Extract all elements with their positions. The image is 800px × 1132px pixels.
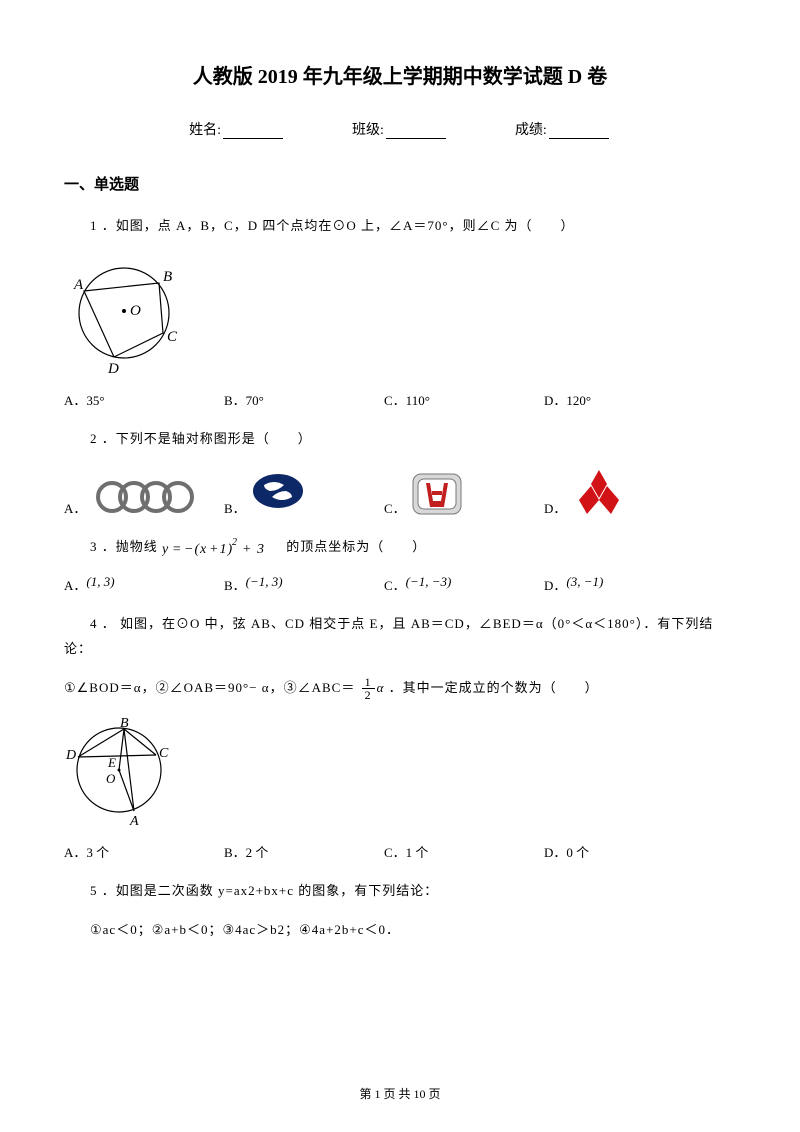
- svg-text:D: D: [107, 361, 119, 377]
- class-blank: [386, 124, 446, 139]
- q3-d-val: (3, −1): [566, 574, 603, 590]
- q3-b-lab: B．: [224, 575, 246, 594]
- q4-opt-a: A．3 个: [64, 842, 224, 861]
- q2-opt-a-label: A．: [64, 498, 86, 517]
- svg-text:−(: −(: [184, 542, 200, 557]
- q1-options: A．35° B．70° C．110° D．120°: [64, 390, 736, 409]
- svg-text:+1): +1): [209, 542, 233, 557]
- svg-text:B: B: [120, 716, 129, 731]
- q2-opt-b-label: B．: [224, 498, 246, 517]
- q2-opt-c-label: C．: [384, 498, 406, 517]
- audi-rings-icon: [90, 477, 200, 517]
- svg-text:y: y: [162, 542, 169, 557]
- name-blank: [223, 124, 283, 139]
- q2-opt-c: C．: [384, 471, 544, 517]
- svg-text:B: B: [163, 269, 172, 285]
- svg-text:C: C: [159, 746, 169, 761]
- q4-opt-c: C．1 个: [384, 842, 544, 861]
- q4-line2: ①∠BOD＝α，②∠OAB＝90°− α，③∠ABC＝ 1 2 α ．其中一定成…: [64, 676, 736, 702]
- chords-circle-diagram-icon: B C A D E O: [64, 715, 179, 830]
- q3-opt-c: C． (−1, −3): [384, 575, 544, 594]
- section-1-header: 一、单选题: [64, 173, 736, 194]
- q3-pre: 3 ．抛物线: [90, 539, 158, 554]
- mitsubishi-logo-icon: [570, 467, 628, 517]
- q4-fraction: 1 2: [362, 676, 375, 701]
- frac-after: α: [377, 680, 385, 695]
- svg-text:=: =: [172, 542, 182, 557]
- svg-text:D: D: [65, 748, 76, 763]
- svg-text:A: A: [129, 814, 139, 829]
- q3-c-val: (−1, −3): [406, 574, 452, 590]
- page-footer: 第 1 页 共 10 页: [0, 1085, 800, 1102]
- q3-formula: y = −( x +1) 2 + 3: [162, 537, 286, 552]
- q1-opt-c: C．110°: [384, 390, 544, 409]
- score-label: 成绩:: [515, 123, 547, 138]
- svg-text:O: O: [130, 303, 141, 319]
- q1-opt-d: D．120°: [544, 390, 591, 409]
- svg-text:O: O: [106, 771, 116, 786]
- q3-text: 3 ．抛物线 y = −( x +1) 2 + 3 的顶点坐标为（ ）: [64, 535, 736, 561]
- q2-opt-d: D．: [544, 467, 628, 517]
- q2-text: 2 ．下列不是轴对称图形是（ ）: [64, 427, 736, 452]
- hyundai-logo-icon: [250, 465, 306, 517]
- q4-line2a: ①∠BOD＝α，②∠OAB＝90°− α，③∠ABC＝: [64, 680, 355, 695]
- svg-text:A: A: [73, 277, 84, 293]
- svg-text:+ 3: + 3: [242, 542, 265, 557]
- q4-options: A．3 个 B．2 个 C．1 个 D．0 个: [64, 842, 736, 861]
- q5-text: 5 ．如图是二次函数 y=ax2+bx+c 的图象，有下列结论：: [64, 879, 736, 904]
- q2-opt-a: A．: [64, 477, 224, 517]
- svg-text:C: C: [167, 329, 178, 345]
- svg-text:x: x: [199, 542, 207, 557]
- name-label: 姓名:: [189, 123, 221, 138]
- score-blank: [549, 124, 609, 139]
- svg-text:2: 2: [232, 537, 238, 548]
- q1-diagram: A B C D O: [64, 253, 736, 378]
- q1-opt-a: A．35°: [64, 390, 224, 409]
- q3-a-lab: A．: [64, 575, 86, 594]
- q2-opt-d-label: D．: [544, 498, 566, 517]
- student-info-row: 姓名: 班级: 成绩:: [64, 119, 736, 139]
- q2-options: A． B． C．: [64, 465, 736, 517]
- q3-c-lab: C．: [384, 575, 406, 594]
- page-title: 人教版 2019 年九年级上学期期中数学试题 D 卷: [64, 60, 736, 89]
- q3-opt-b: B． (−1, 3): [224, 575, 384, 594]
- q4-line1: 4 ． 如图，在⊙O 中，弦 AB、CD 相交于点 E，且 AB＝CD，∠BED…: [64, 612, 736, 661]
- q4-opt-b: B．2 个: [224, 842, 384, 861]
- q3-post: 的顶点坐标为（ ）: [286, 539, 426, 554]
- parabola-formula-icon: y = −( x +1) 2 + 3: [162, 533, 282, 559]
- class-label: 班级:: [352, 123, 384, 138]
- honda-logo-icon: [410, 471, 464, 517]
- cyclic-quad-diagram-icon: A B C D O: [64, 253, 194, 378]
- q3-opt-a: A． (1, 3): [64, 575, 224, 594]
- q5-line2: ①ac＜0；②a+b＜0；③4ac＞b2；④4a+2b+c＜0．: [64, 918, 736, 943]
- q4-opt-d: D．0 个: [544, 842, 589, 861]
- q3-a-val: (1, 3): [86, 574, 114, 590]
- q1-opt-b: B．70°: [224, 390, 384, 409]
- q3-opt-d: D． (3, −1): [544, 575, 603, 594]
- q3-b-val: (−1, 3): [246, 574, 283, 590]
- q3-options: A． (1, 3) B． (−1, 3) C． (−1, −3) D． (3, …: [64, 575, 736, 594]
- q2-opt-b: B．: [224, 465, 384, 517]
- q4-line2b: ．其中一定成立的个数为（ ）: [389, 680, 599, 695]
- frac-den: 2: [362, 689, 375, 701]
- q4-diagram: B C A D E O: [64, 715, 736, 830]
- q3-d-lab: D．: [544, 575, 566, 594]
- q1-text: 1 ．如图，点 A，B，C，D 四个点均在⊙O 上，∠A＝70°，则∠C 为（ …: [64, 214, 736, 239]
- svg-text:E: E: [107, 755, 116, 770]
